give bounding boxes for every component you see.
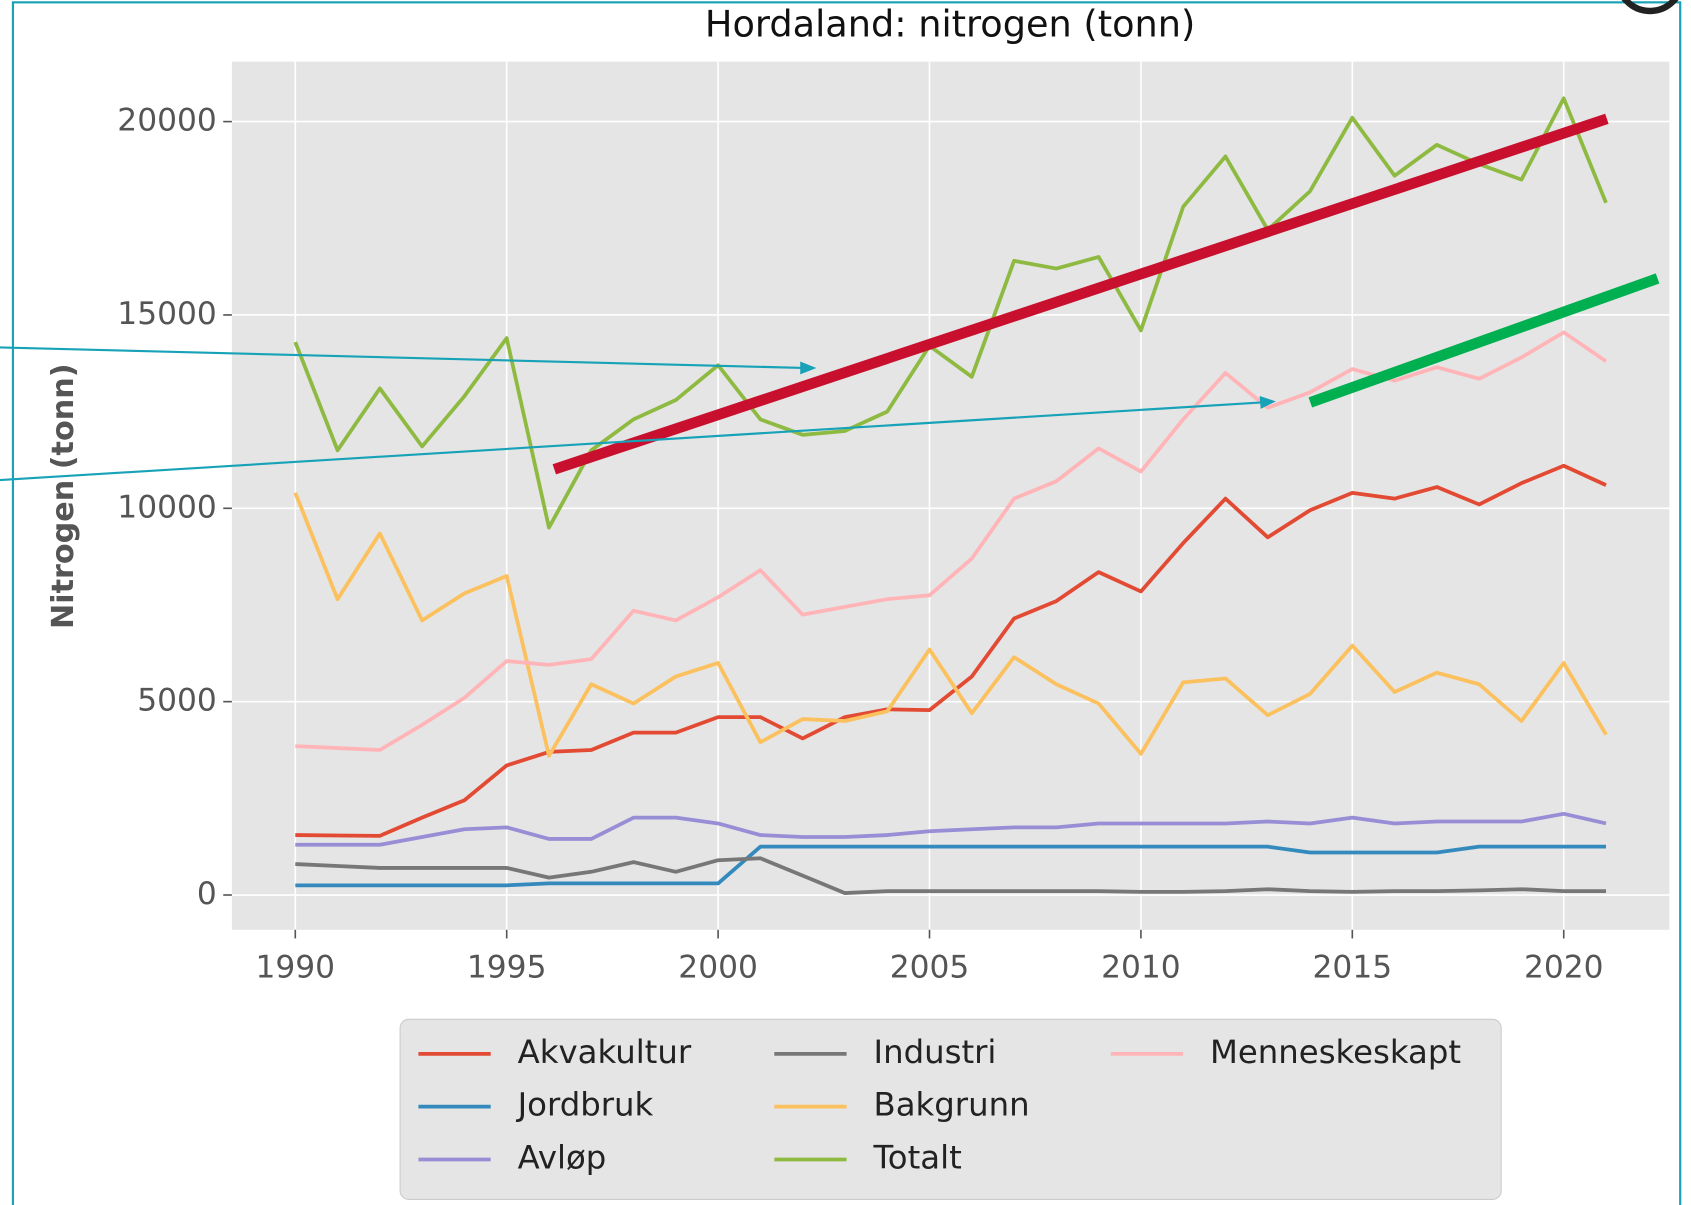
arrow — [0, 401, 1262, 482]
series-lines — [293, 96, 1608, 895]
series-line — [295, 856, 1607, 895]
series-line — [295, 811, 1607, 847]
x-tick-label: 2020 — [1524, 950, 1604, 986]
frame — [11, 1, 1682, 1205]
trend-line — [1308, 273, 1660, 408]
annotations — [0, 113, 1660, 482]
arrow-head — [1259, 395, 1276, 409]
arrow — [0, 346, 804, 370]
legend-label: Avløp — [518, 1139, 607, 1177]
legend-label: Jordbruk — [516, 1086, 654, 1124]
series-line — [295, 844, 1607, 888]
x-tick-label: 2010 — [1101, 950, 1181, 986]
series-line — [293, 492, 1608, 758]
legend-label: Bakgrunn — [874, 1086, 1030, 1124]
x-tick-label: 2005 — [890, 950, 970, 986]
legend-label: Akvakultur — [518, 1033, 692, 1071]
legend-items: Akvakultur Jordbruk Avløp Industri Bakgrunn T… — [418, 1033, 1461, 1177]
trend-line — [552, 113, 1609, 475]
corner-icon — [1621, 0, 1679, 15]
arrow-head — [800, 361, 817, 375]
y-tick-label: 5000 — [137, 683, 217, 719]
x-tick-label: 2000 — [678, 950, 758, 986]
x-tick-label: 2015 — [1313, 950, 1393, 986]
grid: 0 5000 10000 15000 20000 1990 1995 2000 2005 2010… — [117, 61, 1670, 986]
x-tick-label: 1990 — [255, 950, 335, 986]
series-line — [295, 463, 1607, 838]
y-tick-label: 20000 — [117, 103, 216, 139]
legend-label: Industri — [874, 1033, 997, 1071]
legend-label: Totalt — [873, 1139, 962, 1177]
y-tick-label: 0 — [197, 876, 217, 912]
y-tick-label: 10000 — [117, 489, 216, 525]
y-tick-label: 15000 — [117, 296, 216, 332]
chart-title: Hordaland: nitrogen (tonn) — [705, 3, 1195, 46]
plot-area — [231, 61, 1670, 930]
series-line — [293, 96, 1608, 530]
y-axis-label: Nitrogen (tonn) — [46, 364, 81, 629]
legend-label: Menneskeskapt — [1210, 1033, 1461, 1071]
x-tick-label: 1995 — [467, 950, 547, 986]
legend — [399, 1018, 1502, 1200]
